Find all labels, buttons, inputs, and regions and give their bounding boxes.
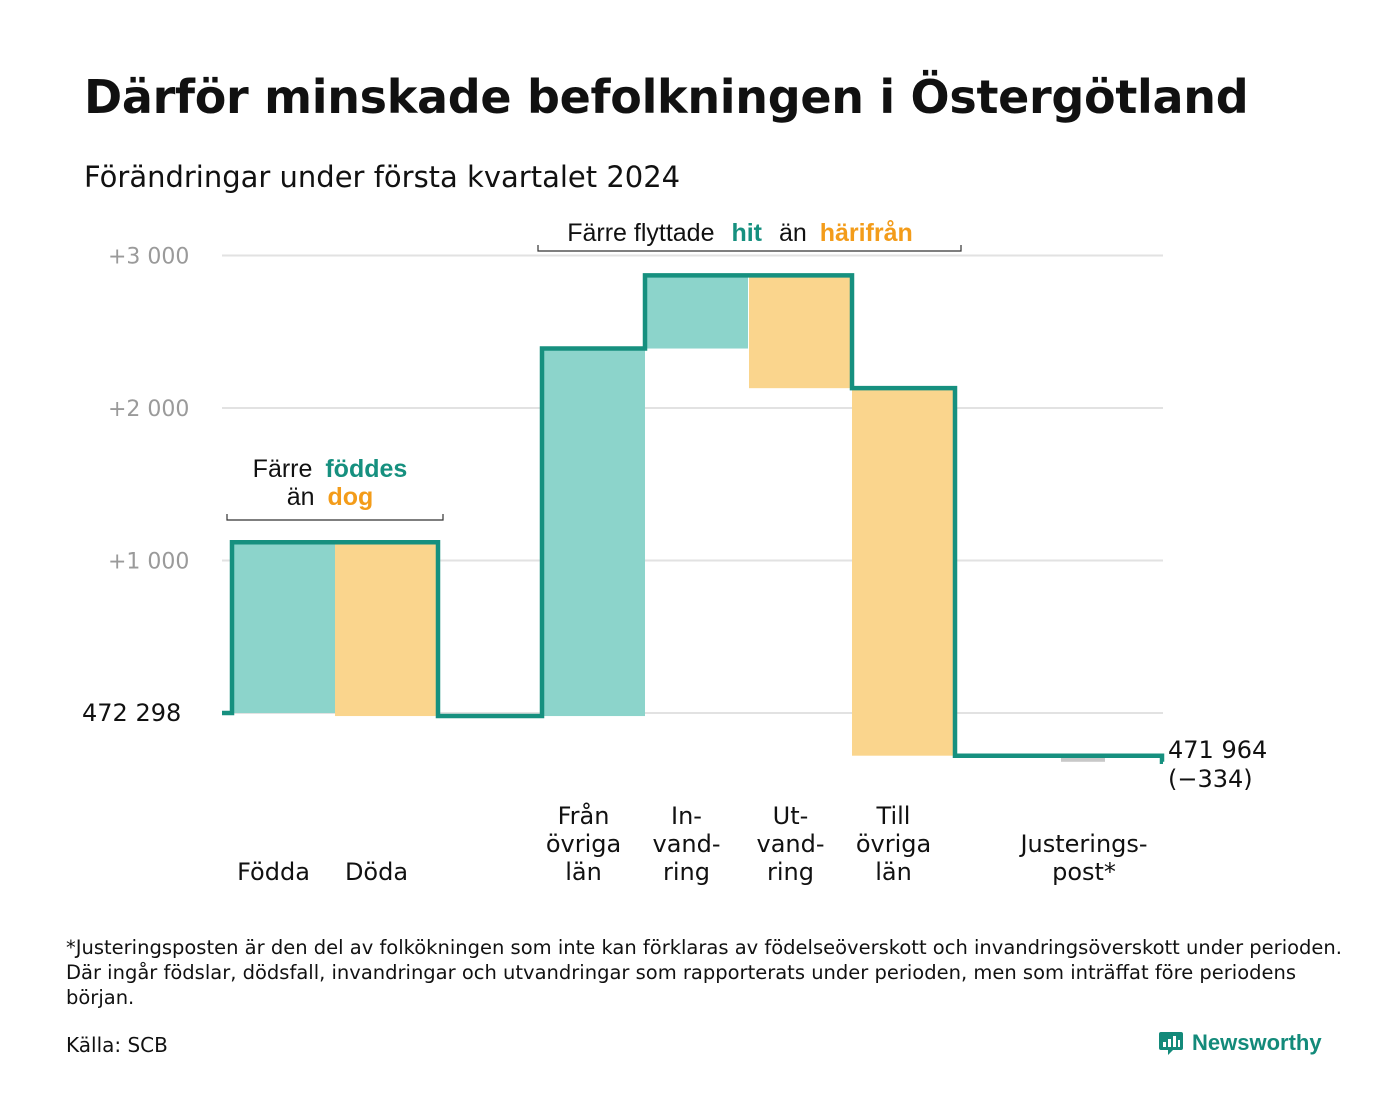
moves-annotation-hit: hit	[731, 219, 762, 247]
category-label-utvandring: Ut-	[773, 802, 809, 830]
moves-annotation: Färre flyttade hit än härifrån	[537, 219, 962, 252]
chart-subtitle: Förändringar under första kvartalet 2024	[84, 160, 681, 194]
category-label-utvandring: vand-	[756, 830, 824, 858]
end-change-label: (−334)	[1168, 765, 1253, 793]
moves-annotation-text: Färre flyttade	[567, 219, 714, 247]
category-label-fran_ovriga_lan: Från	[558, 801, 610, 830]
category-label-doda: Döda	[345, 858, 408, 886]
bar-till_ovriga_lan	[852, 388, 955, 756]
bar-chart-speech-bubble-icon	[1159, 1032, 1183, 1055]
category-label-justeringspost: post*	[1052, 858, 1116, 886]
svg-text:Färre föddes: Färre föddes	[253, 455, 408, 483]
bars	[232, 275, 1105, 762]
step-line-layer	[222, 273, 1165, 765]
category-label-till_ovriga_lan: län	[875, 858, 912, 886]
category-label-invandring: ring	[663, 858, 710, 886]
births-annotation-text-2: än	[287, 483, 315, 511]
end-value-label: 471 964	[1168, 736, 1267, 764]
y-tick-label: +3 000	[108, 245, 189, 270]
y-tick-label: +2 000	[108, 397, 189, 422]
y-tick-labels: +3 000 +2 000 +1 000	[108, 245, 189, 575]
births-annotation-highlight: föddes	[325, 455, 407, 483]
source-label: Källa: SCB	[66, 1033, 168, 1057]
category-label-fran_ovriga_lan: län	[565, 858, 602, 886]
category-label-invandring: vand-	[652, 830, 720, 858]
brand-logo: Newsworthy	[1158, 1026, 1322, 1060]
start-value-label: 472 298	[82, 699, 181, 727]
moves-bracket	[537, 245, 962, 252]
moves-annotation-mid: än	[779, 219, 807, 247]
births-annotation: Färre föddes än dog	[226, 455, 444, 521]
births-bracket	[226, 514, 444, 521]
bar-fodda	[232, 542, 335, 713]
births-annotation-text: Färre	[253, 455, 313, 483]
bar-utvandring	[749, 275, 852, 389]
svg-text:Färre flyttade hit: Färre flyttade hit än härifrån	[567, 219, 913, 247]
category-labels: Födda DödaFrånövrigalänIn-vand-ringUt-van…	[237, 801, 1147, 886]
births-annotation-highlight-2: dog	[327, 483, 373, 511]
cumulative-step-line	[222, 273, 1165, 765]
svg-text:än dog: än dog	[287, 483, 374, 511]
bar-fran_ovriga_lan	[542, 348, 645, 717]
y-tick-label: +1 000	[108, 550, 189, 575]
moves-annotation-harifran: härifrån	[820, 219, 913, 247]
category-label-justeringspost: Justerings-	[1018, 830, 1147, 858]
category-label-utvandring: ring	[767, 858, 814, 886]
category-label-till_ovriga_lan: Till	[876, 802, 911, 830]
waterfall-chart: +3 000+2 000+1 000 Födda DödaFrånövrigalä…	[82, 219, 1267, 886]
category-label-fodda: Födda	[237, 858, 310, 886]
category-label-invandring: In-	[671, 802, 702, 830]
bar-justeringspost	[1061, 755, 1105, 762]
bar-invandring	[645, 275, 748, 349]
category-label-till_ovriga_lan: övriga	[856, 830, 931, 858]
brand-name: Newsworthy	[1192, 1030, 1322, 1055]
category-label-fran_ovriga_lan: övriga	[546, 830, 621, 858]
chart-title: Därför minskade befolkningen i Östergötl…	[84, 70, 1249, 124]
bar-doda	[335, 542, 438, 717]
footnote: *Justeringsposten är den del av folkökni…	[66, 936, 1342, 1009]
